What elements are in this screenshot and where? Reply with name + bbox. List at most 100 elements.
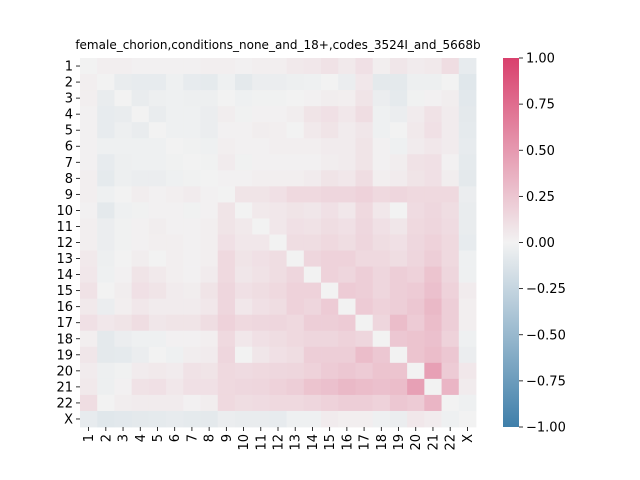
colorbar [503,58,519,427]
x-tick-label: 7 [185,434,200,442]
heatmap-cell [441,314,460,332]
heatmap-cell [252,378,270,396]
heatmap-cell [303,266,322,284]
heatmap-cell [355,202,374,219]
heatmap-cell [389,90,408,107]
heatmap-cell [114,250,133,267]
heatmap-cell [321,202,339,219]
heatmap-cell [458,250,477,267]
heatmap-cell [80,394,98,412]
heatmap-cell [97,74,115,91]
colorbar-tick-label: 0.25 [526,190,555,205]
heatmap-cell [407,362,425,380]
heatmap-cell [234,58,253,75]
heatmap-cell [200,122,219,139]
heatmap-cell [269,122,288,139]
x-tick-label: 22 [444,434,459,451]
x-tick-label: 3 [117,434,132,442]
heatmap-cell [389,234,408,251]
heatmap-cell [166,266,184,284]
heatmap-cell [252,186,270,203]
heatmap-cell [148,154,167,171]
heatmap-cell [166,298,184,316]
heatmap-cell [338,202,356,219]
heatmap-cell [355,58,374,75]
heatmap-cell [286,202,305,219]
heatmap-cell [269,282,288,300]
heatmap-cell [114,298,133,316]
heatmap-cell [131,58,150,75]
heatmap-cell [148,314,167,332]
heatmap-cell [200,138,219,155]
x-tick-label: 21 [426,434,441,451]
heatmap-cell [131,378,150,396]
heatmap-cell [321,74,339,91]
heatmap-cell [441,378,460,396]
heatmap-cell [338,138,356,155]
heatmap-cell [97,154,115,171]
heatmap-cell [80,330,98,348]
heatmap-cell [183,282,201,300]
heatmap-cell [148,410,167,428]
heatmap-cell [372,346,391,364]
heatmap-cell [389,314,408,332]
heatmap-cell [286,90,305,107]
heatmap-cell [217,346,236,364]
heatmap-cell [424,266,442,284]
heatmap-cell [183,122,201,139]
heatmap-cell [269,234,288,251]
heatmap-cell [234,218,253,235]
heatmap-cell [269,170,288,187]
heatmap-cell [114,186,133,203]
heatmap-cell [200,58,219,75]
heatmap-cell [148,330,167,348]
heatmap-cell [321,58,339,75]
heatmap-cell [131,394,150,412]
heatmap-cell [372,122,391,139]
heatmap-cell [131,362,150,380]
heatmap-cell [441,74,460,91]
heatmap-cell [234,298,253,316]
heatmap-cell [234,154,253,171]
heatmap-cell [166,122,184,139]
heatmap-cell [183,266,201,284]
heatmap-cell [389,410,408,428]
heatmap-cell [200,106,219,123]
heatmap-cell [389,202,408,219]
x-tick-label: 20 [409,434,424,451]
y-tick-label: 15 [56,284,73,299]
heatmap-cell [131,106,150,123]
heatmap-cell [80,298,98,316]
heatmap-cell [114,266,133,284]
heatmap-cell [80,250,98,267]
heatmap-cell [458,298,477,316]
heatmap-cell [389,346,408,364]
y-tick-label: 17 [56,316,73,331]
heatmap-cell [424,106,442,123]
heatmap-cell [269,410,288,428]
heatmap-cell [372,138,391,155]
heatmap-cell [252,282,270,300]
heatmap-cell [286,106,305,123]
heatmap-cell [183,74,201,91]
heatmap-cell [148,170,167,187]
heatmap-cell [321,362,339,380]
heatmap-cell [148,346,167,364]
heatmap-cell [321,122,339,139]
heatmap-cell [424,58,442,75]
heatmap-cell [217,218,236,235]
y-tick-label: 20 [56,364,73,379]
heatmap-cell [338,74,356,91]
colorbar-tick-label: −0.25 [526,282,566,297]
heatmap-cell [217,234,236,251]
heatmap-cell [252,74,270,91]
heatmap-cell [355,410,374,428]
heatmap-cell [200,346,219,364]
heatmap-cell [424,186,442,203]
heatmap-cell [355,266,374,284]
heatmap-cell [407,346,425,364]
heatmap-cell [217,330,236,348]
heatmap-cell [114,282,133,300]
heatmap-cell [321,234,339,251]
heatmap-cell [286,314,305,332]
